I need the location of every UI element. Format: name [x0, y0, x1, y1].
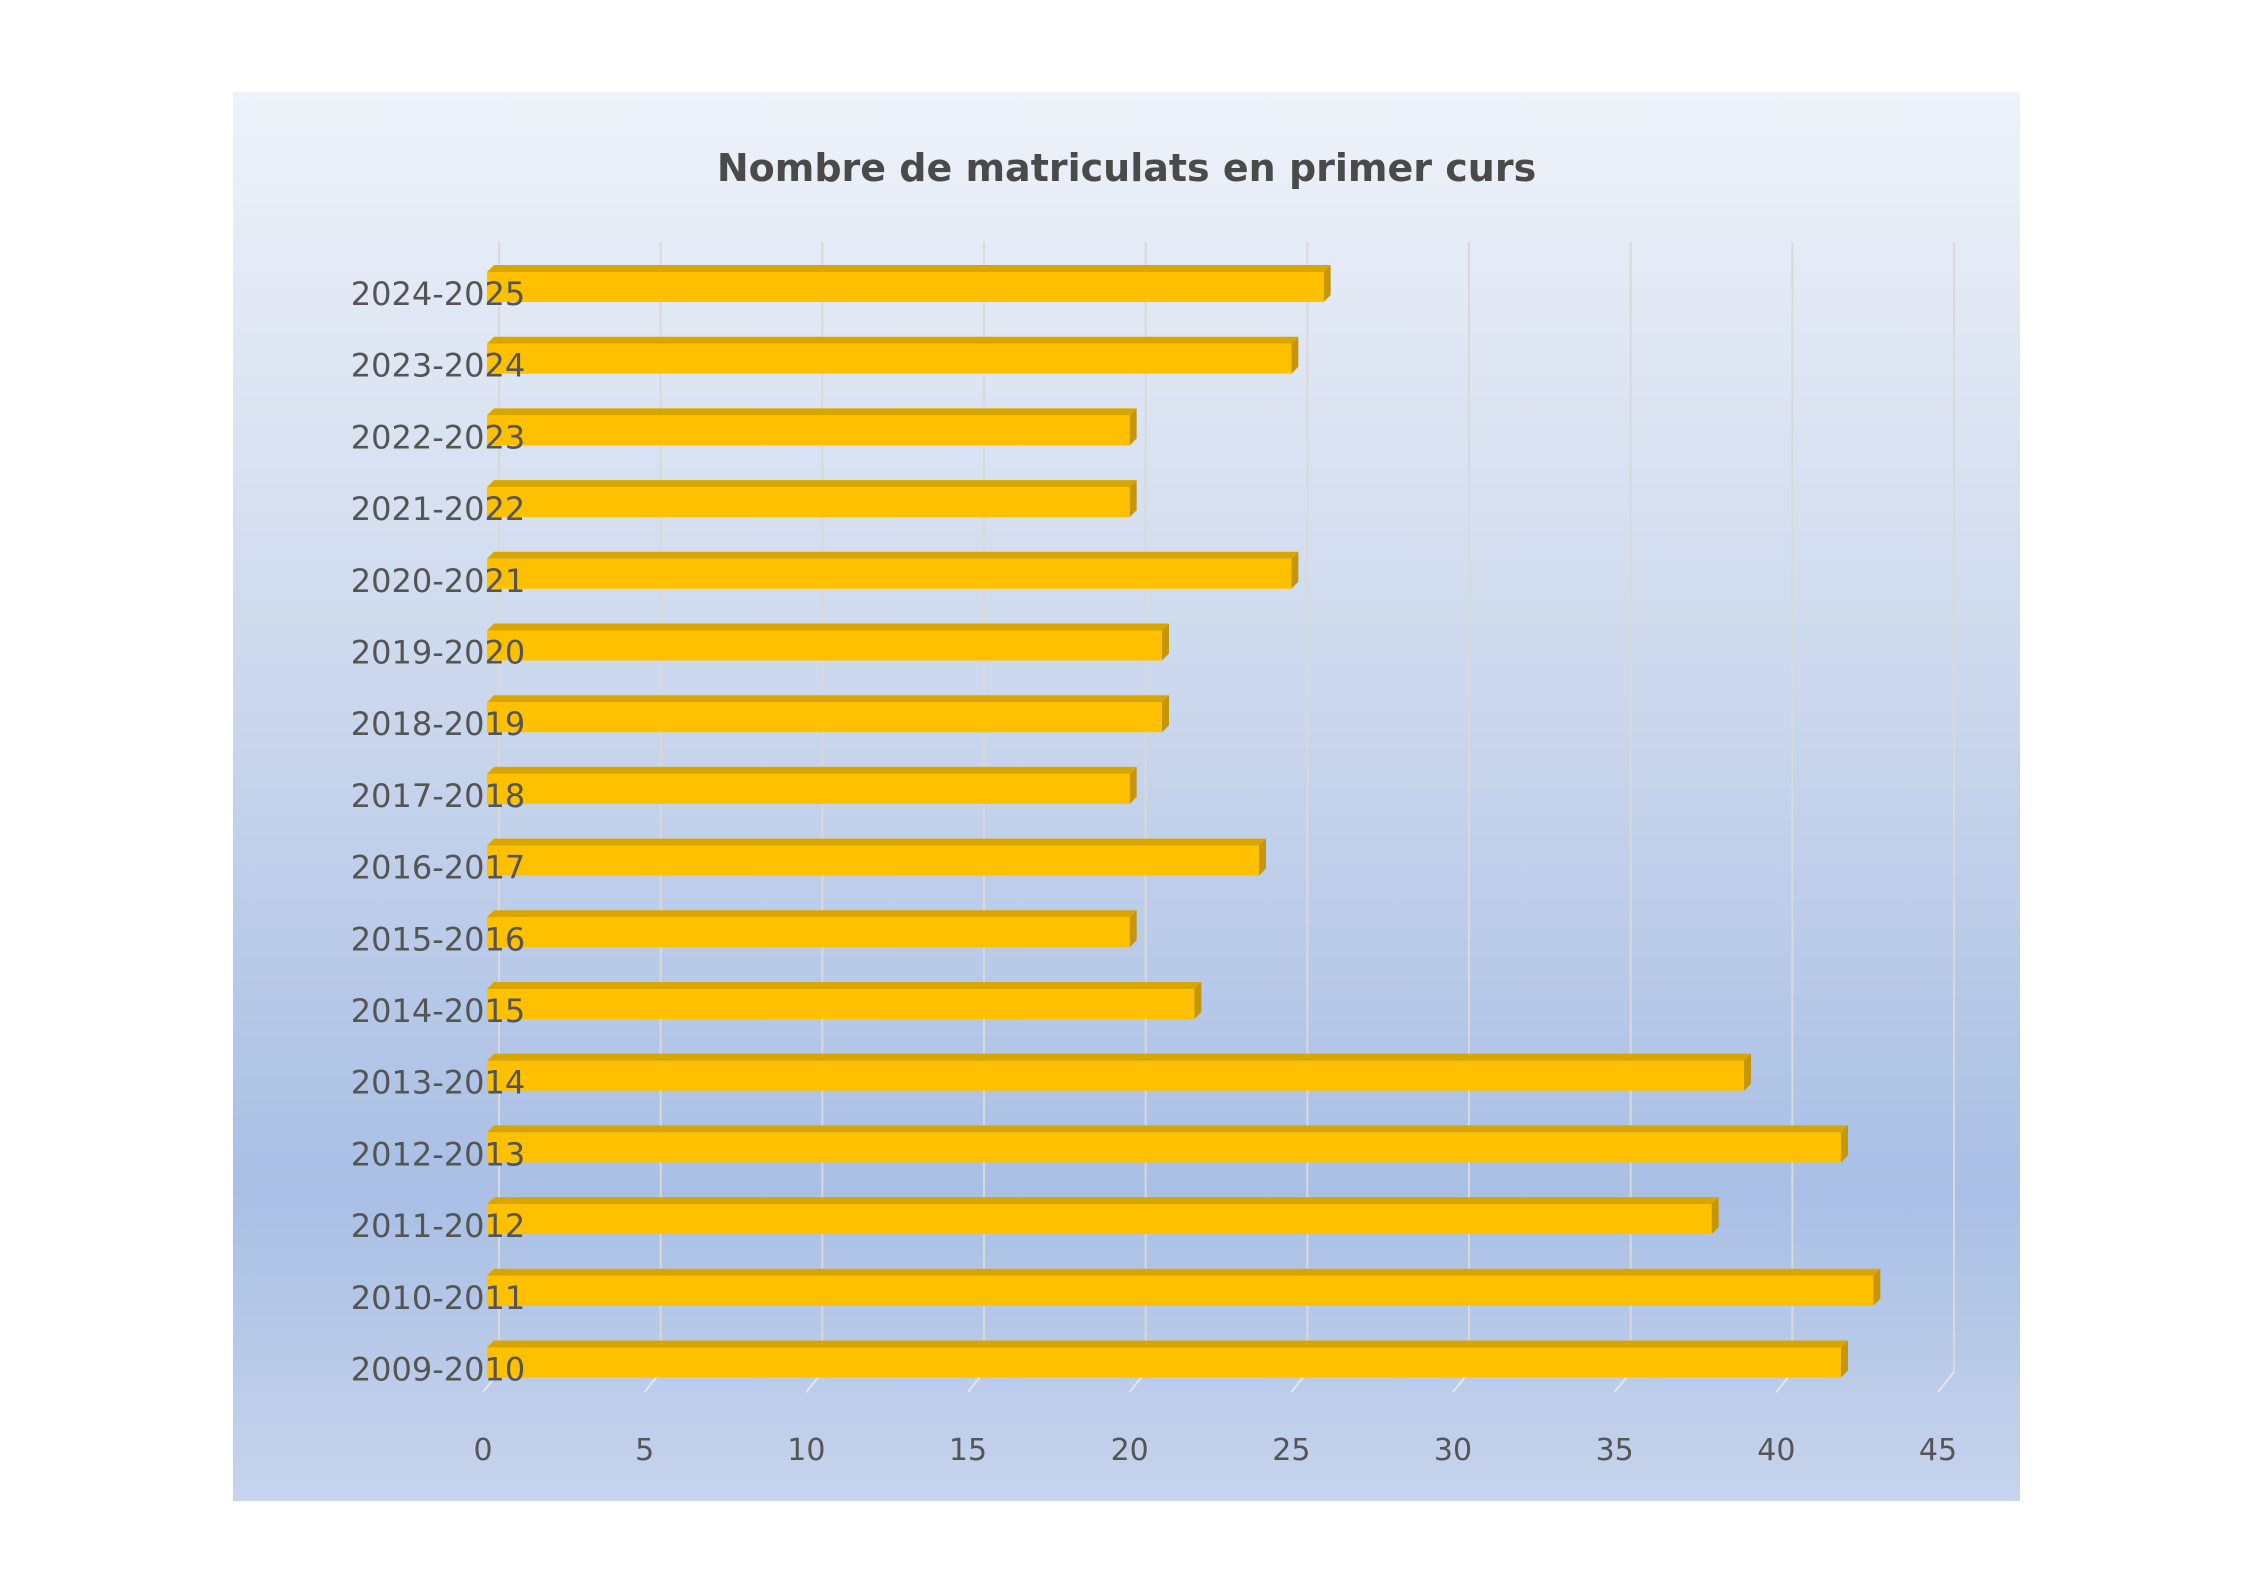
bar	[487, 272, 1324, 302]
bar-side-face	[1129, 408, 1137, 446]
y-tick-label: 2020-2021	[351, 562, 525, 600]
chart-area: 0 5 10 15 20 25 30 35 40 45 2024-2025 2023-2024 2022…	[233, 92, 2020, 1501]
bar	[487, 630, 1162, 661]
bar-side-face	[1291, 551, 1299, 589]
bar-side-face	[1711, 1197, 1719, 1235]
bar-side-face	[1129, 480, 1137, 518]
bar-top-face	[487, 1340, 1848, 1348]
y-tick-label: 2009-2010	[351, 1351, 525, 1389]
bar-chart: 0 5 10 15 20 25 30 35 40 45 2024-2025 2023-2024 2022…	[351, 242, 1957, 1468]
bar-side-face	[1323, 265, 1331, 302]
y-tick-label: 2014-2015	[351, 992, 525, 1030]
bar-top-face	[487, 1197, 1719, 1205]
x-tick-label: 5	[635, 1433, 654, 1468]
x-tick-label: 0	[473, 1433, 492, 1468]
y-tick-label: 2018-2019	[351, 705, 525, 743]
y-tick-label: 2023-2024	[351, 347, 525, 385]
bar-side-face	[1129, 766, 1137, 804]
bar-top-face	[487, 838, 1266, 846]
bar-top-face	[487, 910, 1137, 918]
y-tick-label: 2011-2012	[351, 1207, 525, 1245]
y-tick-label: 2017-2018	[351, 777, 525, 815]
chart-title: Nombre de matriculats en primer curs	[716, 146, 1537, 190]
bar-top-face	[487, 1268, 1881, 1276]
x-tick-label: 40	[1757, 1433, 1795, 1468]
bar-top-face	[487, 336, 1299, 344]
y-tick-label: 2010-2011	[351, 1279, 525, 1317]
bar	[487, 702, 1162, 733]
bar	[487, 1275, 1874, 1306]
bar-side-face	[1162, 695, 1169, 733]
bar	[487, 845, 1259, 876]
x-tick-label: 45	[1919, 1433, 1957, 1468]
bar-top-face	[487, 1125, 1848, 1133]
bar	[487, 487, 1130, 518]
floor-gridline	[1937, 1371, 1955, 1393]
x-tick-label: 35	[1596, 1433, 1634, 1468]
bar-top-face	[487, 1053, 1751, 1061]
bar-top-face	[487, 766, 1137, 774]
bar-top-face	[487, 551, 1299, 559]
bar-side-face	[1873, 1268, 1881, 1306]
bar-top-face	[487, 695, 1169, 703]
bar-top-face	[487, 265, 1331, 272]
bar-side-face	[1291, 336, 1299, 374]
y-tick-label: 2022-2023	[351, 418, 525, 456]
bar-top-face	[487, 480, 1137, 488]
bar	[487, 1060, 1744, 1091]
bar-side-face	[1129, 910, 1137, 948]
bar	[487, 989, 1195, 1019]
y-tick-label: 2021-2022	[351, 490, 525, 528]
bar-side-face	[1841, 1125, 1848, 1163]
bar-side-face	[1162, 623, 1169, 661]
x-tick-label: 20	[1111, 1433, 1149, 1468]
bar	[487, 1132, 1841, 1163]
bar	[487, 1347, 1841, 1378]
x-tick-label: 25	[1272, 1433, 1310, 1468]
bar-side-face	[1194, 982, 1202, 1019]
x-tick-label: 30	[1434, 1433, 1472, 1468]
bar	[487, 558, 1292, 589]
y-tick-label: 2016-2017	[351, 849, 525, 887]
bar-side-face	[1841, 1340, 1848, 1378]
bar	[487, 415, 1130, 446]
bar-side-face	[1259, 838, 1266, 876]
bar-top-face	[487, 982, 1202, 989]
y-tick-label: 2019-2020	[351, 634, 525, 672]
y-tick-label: 2015-2016	[351, 920, 525, 958]
bar-top-face	[487, 408, 1137, 416]
y-tick-label: 2012-2013	[351, 1135, 525, 1173]
y-tick-label: 2024-2025	[351, 275, 525, 313]
x-tick-label: 15	[949, 1433, 987, 1468]
x-tick-label: 10	[787, 1433, 825, 1468]
bar	[487, 343, 1292, 374]
bar	[487, 1204, 1712, 1235]
bar-side-face	[1744, 1053, 1751, 1091]
bar	[487, 773, 1130, 804]
y-tick-label: 2013-2014	[351, 1064, 525, 1102]
bar	[487, 917, 1130, 948]
bar-top-face	[487, 623, 1169, 631]
